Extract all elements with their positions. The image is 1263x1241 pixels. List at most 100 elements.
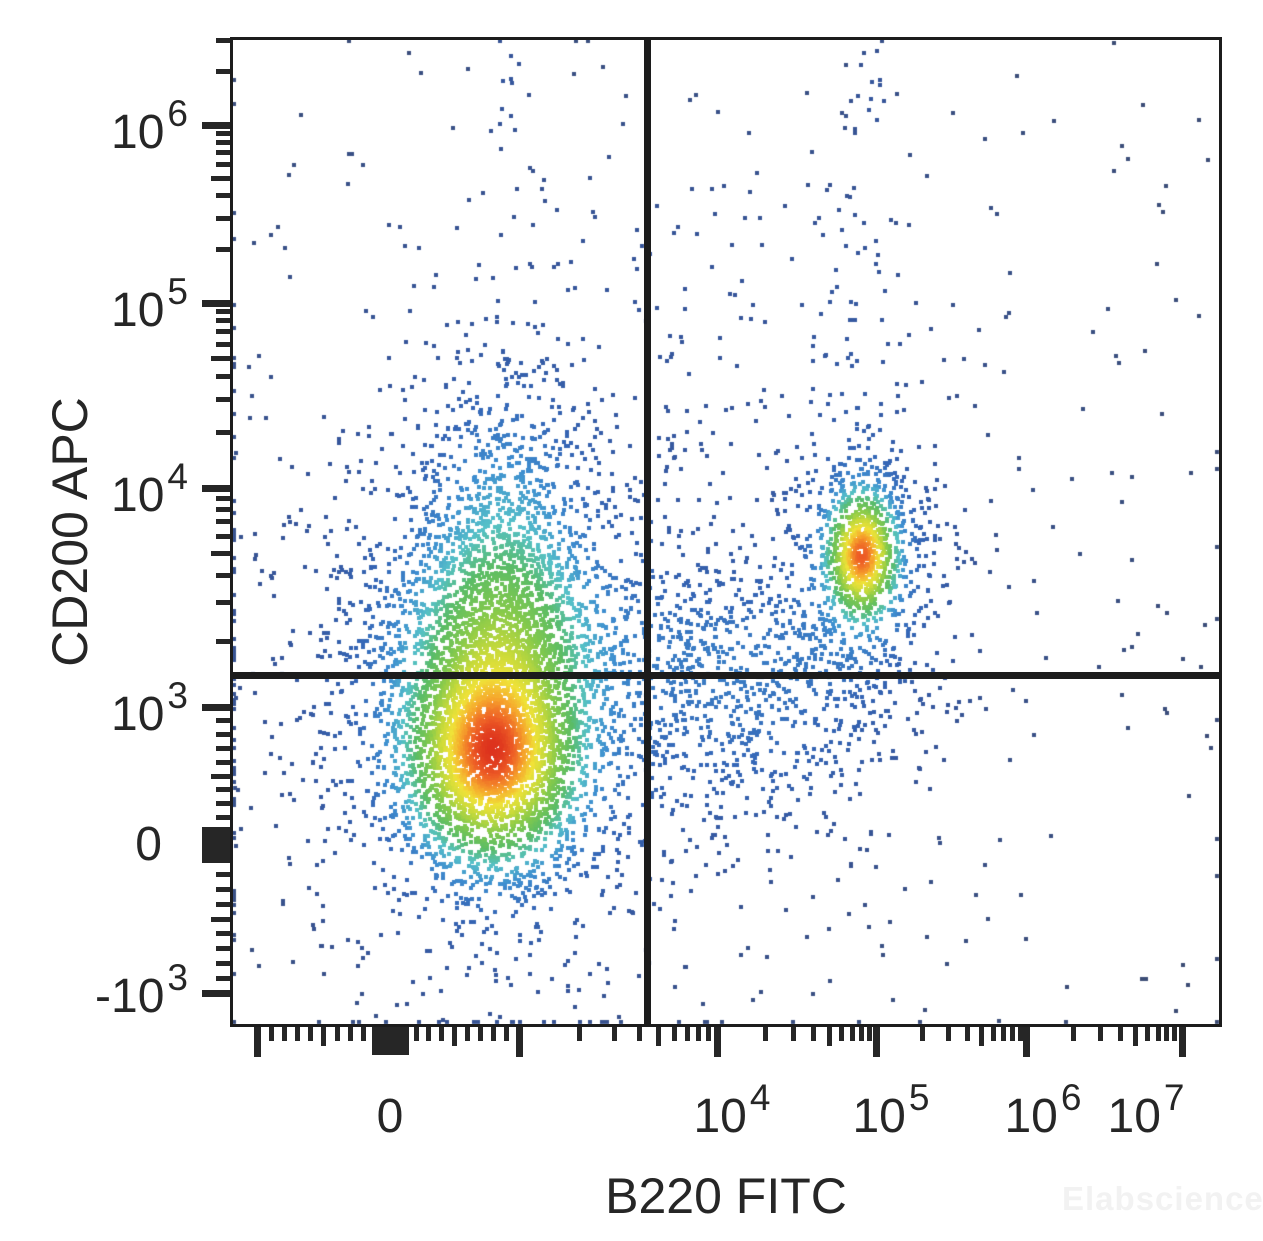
y-minor-tick [216, 139, 230, 145]
x-minor-tick [763, 1027, 769, 1041]
x-major-tick [254, 1027, 262, 1057]
x-minor-tick [1017, 1027, 1023, 1041]
x-minor-tick [946, 1027, 952, 1041]
x-minor-tick [991, 1027, 997, 1041]
y-minor-tick [216, 638, 230, 644]
y-minor-tick [216, 600, 230, 606]
y-minor-tick [216, 975, 230, 981]
x-tick-label-exponent: 7 [1163, 1077, 1185, 1118]
y-minor-tick [216, 946, 230, 952]
y-minor-tick [216, 308, 230, 314]
y-minor-tick [216, 718, 230, 724]
x-minor-tick [504, 1027, 510, 1041]
x-minor-tick [374, 1027, 380, 1041]
y-minor-tick [216, 872, 230, 878]
y-minor-tick [216, 68, 230, 74]
y-minor-tick [216, 215, 230, 221]
x-tick-label-base: 10 [1107, 1090, 1161, 1143]
y-tick-label-exponent: 5 [167, 271, 188, 312]
x-major-tick [1178, 1027, 1186, 1057]
x-axis-title: B220 FITC [605, 1168, 847, 1224]
y-tick-label: 104 [6, 456, 188, 530]
x-tick-label-exponent: 5 [908, 1077, 930, 1118]
x-tick-label-exponent: 4 [749, 1077, 771, 1118]
y-tick-label-base: 10 [111, 469, 165, 523]
y-tick-label-exponent: 3 [167, 675, 188, 717]
y-tick-label-base: 10 [111, 106, 165, 159]
x-tick-label: 106 [1004, 1077, 1081, 1155]
y-tick-label-base: 10 [111, 284, 165, 337]
y-major-tick [202, 703, 230, 711]
x-minor-tick [295, 1027, 301, 1041]
y-minor-tick [216, 374, 230, 380]
y-minor-tick [216, 534, 230, 540]
x-minor-tick [671, 1027, 677, 1041]
x-minor-tick [1009, 1027, 1015, 1041]
y-tick-label-base: 0 [135, 818, 162, 872]
y-tick-label-exponent: 6 [167, 93, 188, 134]
x-minor-tick [1155, 1027, 1161, 1041]
x-tick-label-base: 10 [693, 1090, 747, 1143]
x-major-tick [516, 1027, 524, 1057]
x-major-tick [873, 1027, 881, 1057]
y-minor-tick [216, 759, 230, 765]
x-minor-tick [636, 1027, 642, 1041]
y-minor-tick [211, 916, 230, 922]
y-minor-tick [216, 745, 230, 751]
y-tick-label-base: 10 [111, 688, 165, 742]
x-tick-label: 105 [852, 1077, 929, 1155]
y-tick-label-exponent: 3 [167, 957, 188, 999]
y-minor-tick [216, 318, 230, 324]
y-tick-label: 105 [6, 271, 188, 345]
x-minor-tick [1117, 1027, 1123, 1041]
y-tick-label: 106 [6, 93, 188, 167]
x-minor-tick [308, 1027, 314, 1041]
y-minor-tick [216, 397, 230, 403]
x-minor-tick [791, 1027, 797, 1041]
x-minor-tick [478, 1027, 484, 1041]
x-minor-tick [347, 1027, 353, 1041]
watermark-logo: Elabscience® [1062, 1180, 1263, 1217]
y-tick-label: 0 [0, 811, 162, 879]
x-minor-tick [321, 1027, 327, 1046]
y-minor-tick [216, 162, 230, 167]
y-minor-tick [211, 551, 230, 557]
y-minor-tick [211, 356, 230, 362]
y-minor-tick [216, 130, 230, 136]
x-minor-tick [655, 1027, 661, 1046]
x-tick-label: 0 [377, 1082, 404, 1152]
y-minor-tick [216, 814, 230, 820]
y-minor-tick [216, 519, 230, 525]
y-minor-tick [216, 960, 230, 966]
x-minor-tick [919, 1027, 925, 1041]
y-minor-tick [216, 886, 230, 892]
y-tick-label: -103 [6, 957, 188, 1031]
x-minor-tick [696, 1027, 702, 1041]
x-minor-tick [491, 1027, 497, 1041]
y-minor-tick [216, 506, 230, 512]
y-minor-tick [216, 246, 230, 252]
x-minor-tick [964, 1027, 970, 1041]
x-minor-tick [361, 1027, 367, 1041]
x-tick-label-base: 10 [1004, 1090, 1058, 1143]
y-major-tick [202, 299, 230, 307]
x-minor-tick [811, 1027, 817, 1041]
x-tick-label-base: 0 [376, 1090, 404, 1143]
y-major-tick [202, 989, 230, 997]
x-tick-label: 107 [1107, 1077, 1185, 1155]
x-minor-tick [1172, 1027, 1178, 1041]
y-minor-tick [216, 787, 230, 793]
y-minor-tick [216, 329, 230, 335]
x-minor-tick [413, 1027, 419, 1041]
x-minor-tick [281, 1027, 287, 1041]
y-minor-tick [216, 495, 230, 501]
y-major-tick [202, 484, 230, 492]
y-minor-tick [216, 801, 230, 807]
x-minor-tick [577, 1027, 583, 1041]
y-minor-tick [216, 732, 230, 738]
x-minor-tick [979, 1027, 985, 1046]
density-dots-canvas [230, 37, 1222, 1027]
y-minor-tick [211, 176, 230, 182]
y-tick-label: 103 [6, 675, 188, 749]
